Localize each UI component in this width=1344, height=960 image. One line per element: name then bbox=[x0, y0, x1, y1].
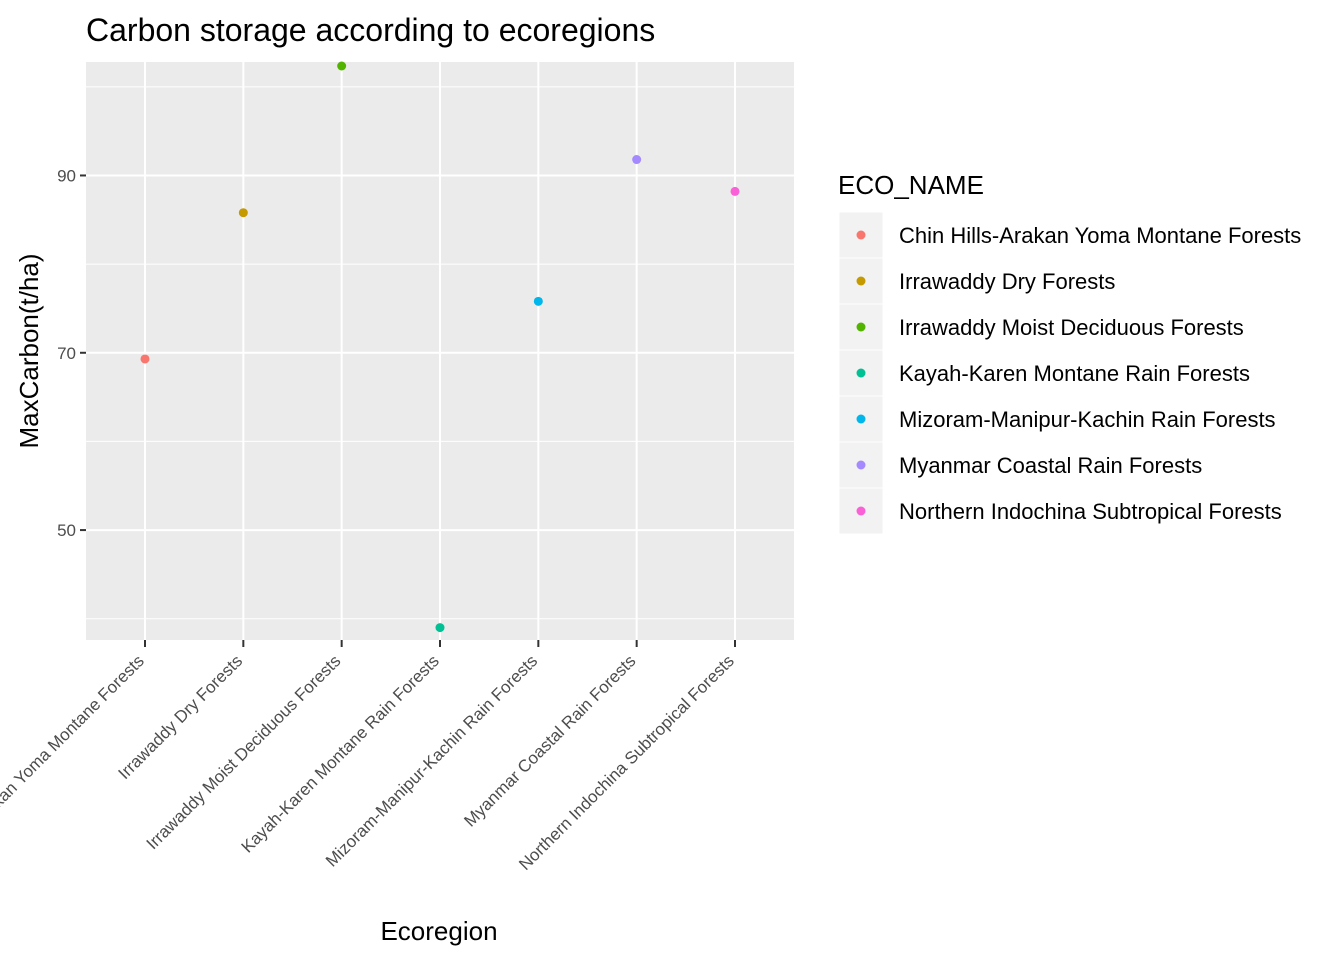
x-tick-label: Northern Indochina Subtropical Forests bbox=[515, 651, 738, 874]
y-tick-label: 70 bbox=[57, 344, 76, 363]
y-axis: 50 70 90 bbox=[57, 166, 86, 540]
data-points bbox=[140, 61, 740, 633]
chart-title: Carbon storage according to ecoregions bbox=[86, 12, 655, 48]
data-point bbox=[435, 623, 445, 633]
grid-lines bbox=[86, 62, 794, 640]
legend-key-point bbox=[856, 506, 866, 516]
legend-label: Irrawaddy Dry Forests bbox=[899, 269, 1115, 294]
legend-label: Irrawaddy Moist Deciduous Forests bbox=[899, 315, 1244, 340]
legend-label: Mizoram-Manipur-Kachin Rain Forests bbox=[899, 407, 1276, 432]
x-tick-label: Kayah-Karen Montane Rain Forests bbox=[238, 651, 443, 856]
legend-key-point bbox=[856, 368, 866, 378]
legend-label: Chin Hills-Arakan Yoma Montane Forests bbox=[899, 223, 1301, 248]
data-point bbox=[337, 61, 347, 71]
data-point bbox=[730, 186, 740, 196]
x-tick-label: Irrawaddy Moist Deciduous Forests bbox=[143, 651, 345, 853]
data-point bbox=[140, 354, 150, 364]
data-point bbox=[632, 155, 642, 165]
data-point bbox=[533, 296, 543, 306]
legend-key-point bbox=[856, 460, 866, 470]
x-axis-title: Ecoregion bbox=[380, 916, 497, 946]
legend: ECO_NAME Chin Hills-Arakan Yoma Montane … bbox=[838, 170, 1301, 535]
legend-label: Kayah-Karen Montane Rain Forests bbox=[899, 361, 1250, 386]
legend-key-point bbox=[856, 414, 866, 424]
y-tick-label: 90 bbox=[57, 166, 76, 185]
y-tick-label: 50 bbox=[57, 521, 76, 540]
y-axis-title: MaxCarbon(t/ha) bbox=[14, 253, 44, 448]
legend-title: ECO_NAME bbox=[838, 170, 984, 200]
legend-label: Myanmar Coastal Rain Forests bbox=[899, 453, 1202, 478]
legend-key-point bbox=[856, 276, 866, 286]
x-tick-label: Myanmar Coastal Rain Forests bbox=[460, 651, 639, 830]
legend-label: Northern Indochina Subtropical Forests bbox=[899, 499, 1282, 524]
legend-key-point bbox=[856, 322, 866, 332]
legend-key-point bbox=[856, 230, 866, 240]
data-point bbox=[238, 208, 248, 218]
x-axis: Chin Hills-Arakan Yoma Montane ForestsIr… bbox=[0, 640, 738, 885]
x-tick-label: Mizoram-Manipur-Kachin Rain Forests bbox=[322, 651, 541, 870]
